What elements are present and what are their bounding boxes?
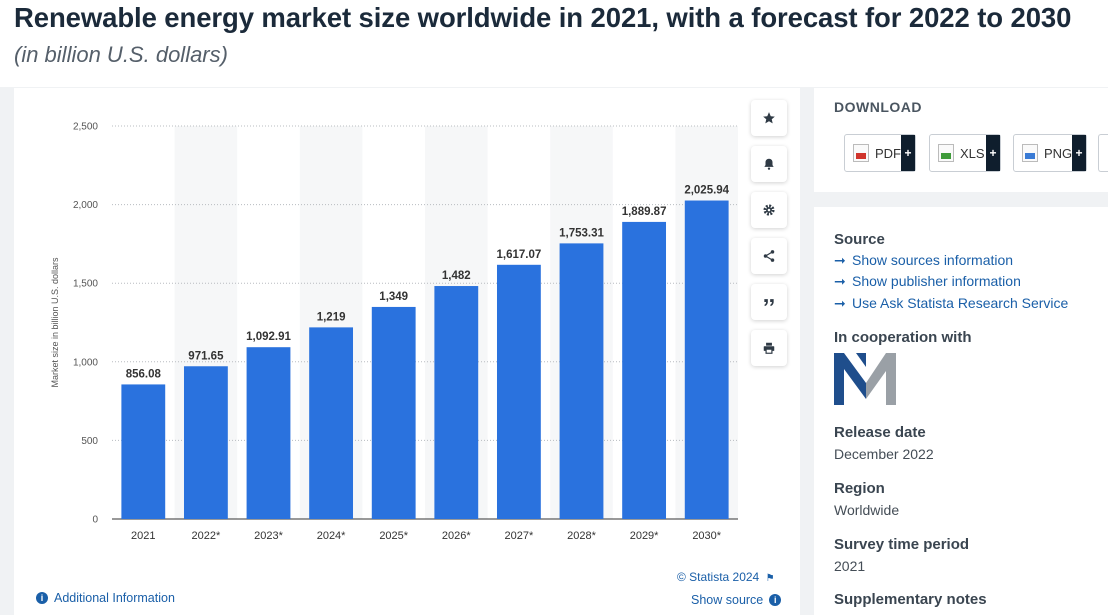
pdf-file-icon [853,144,869,162]
show-publisher-link[interactable]: ➞ Show publisher information [834,273,1021,290]
star-icon [763,112,775,124]
ask-statista-label: Use Ask Statista Research Service [852,295,1069,311]
arrow-right-icon: ➞ [834,252,846,268]
download-png-button[interactable]: PNG + [1013,134,1087,172]
bar-value-label: 1,349 [379,291,408,303]
flag-icon: ⚑ [765,573,775,584]
copyright-text: © Statista 2024 [677,570,760,584]
download-more-button[interactable] [1098,134,1108,172]
x-tick-label: 2024* [317,530,346,542]
y-tick-label: 1,000 [73,357,98,368]
print-button[interactable] [751,330,787,366]
bar-value-label: 1,482 [442,270,471,282]
bar-value-label: 1,219 [317,311,346,323]
info-icon: i [36,592,48,604]
x-tick-label: 2021 [131,530,155,542]
bar-value-label: 1,092.91 [246,331,291,343]
y-axis-label: Market size in billion U.S. dollars [50,257,60,388]
y-tick-label: 1,500 [73,279,98,290]
x-tick-label: 2028* [567,530,596,542]
additional-information-label: Additional Information [54,591,175,605]
bar-value-label: 2,025.94 [684,185,729,197]
y-tick-label: 2,000 [73,200,98,211]
bar[interactable] [371,306,416,519]
x-tick-label: 2027* [505,530,534,542]
notification-button[interactable] [751,146,787,182]
bar-value-label: 1,617.07 [497,249,542,261]
copyright-link[interactable]: © Statista 2024 ⚑ [677,570,775,584]
plus-icon: + [1072,135,1086,171]
share-button[interactable] [751,238,787,274]
png-label: PNG [1044,145,1073,161]
page-subtitle: (in billion U.S. dollars) [14,42,228,67]
chart-panel: 0 500 1,000 1,500 2,000 2,500 Market size in b… [14,88,800,615]
quote-icon [764,299,774,307]
show-source-link[interactable]: Show source i [691,593,782,607]
survey-period-heading: Survey time period [834,536,970,553]
release-date-value: December 2022 [834,446,934,462]
x-tick-label: 2023* [254,530,283,542]
show-publisher-label: Show publisher information [852,273,1021,289]
bar[interactable] [434,286,479,519]
settings-button[interactable] [751,192,787,228]
bar[interactable] [121,384,166,519]
print-icon [763,342,775,354]
x-tick-label: 2025* [379,530,408,542]
download-panel: DOWNLOAD PDF + XLS + PNG + [814,88,1108,192]
plus-icon: + [986,135,1000,171]
arrow-right-icon: ➞ [834,295,846,311]
plus-icon: + [901,135,915,171]
source-heading: Source [834,231,885,248]
page-title: Renewable energy market size worldwide i… [14,2,1072,33]
survey-period-value: 2021 [834,558,866,574]
x-tick-label: 2026* [442,530,471,542]
xls-file-icon [938,144,954,162]
bar-value-label: 1,889.87 [622,206,667,218]
gear-icon [763,204,775,216]
bar[interactable] [559,243,604,519]
share-icon [763,250,775,262]
y-tick-label: 2,500 [73,122,98,133]
info-icon: i [769,594,782,606]
download-title: DOWNLOAD [834,99,922,115]
bar[interactable] [622,221,667,520]
y-tick-label: 500 [81,436,98,447]
arrow-right-icon: ➞ [834,273,846,289]
additional-information-link[interactable]: i Additional Information [36,591,175,605]
bar[interactable] [496,264,541,519]
bar-value-label: 1,753.31 [559,227,604,239]
ask-statista-link[interactable]: ➞ Use Ask Statista Research Service [834,295,1068,312]
download-xls-button[interactable]: XLS + [929,134,1001,172]
info-panel: Source ➞ Show sources information ➞ Show p… [814,207,1108,615]
bar[interactable] [309,327,354,519]
bar-value-label: 971.65 [188,350,224,362]
bar[interactable] [246,347,291,519]
header: Renewable energy market size worldwide i… [0,0,1108,87]
bar-value-label: 856.08 [126,368,162,380]
bell-icon [764,158,774,170]
region-value: Worldwide [834,502,900,518]
release-date-heading: Release date [834,424,926,441]
x-tick-label: 2030* [692,530,721,542]
show-sources-label: Show sources information [852,252,1014,268]
favorite-button[interactable] [751,100,787,136]
x-tick-label: 2029* [630,530,659,542]
bar[interactable] [183,366,228,519]
pdf-label: PDF [875,145,901,161]
cite-button[interactable] [751,284,787,320]
xls-label: XLS [960,145,985,161]
png-file-icon [1022,144,1038,162]
show-source-label: Show source [691,593,764,607]
cooperation-heading: In cooperation with [834,329,972,346]
bar[interactable] [684,200,729,520]
show-sources-link[interactable]: ➞ Show sources information [834,252,1013,269]
download-pdf-button[interactable]: PDF + [844,134,916,172]
partner-logo-icon [834,353,896,405]
y-tick-label: 0 [92,515,98,526]
supplementary-notes-heading: Supplementary notes [834,591,987,608]
region-heading: Region [834,480,885,497]
bar-chart: 0 500 1,000 1,500 2,000 2,500 Market size in b… [50,122,738,542]
x-tick-label: 2022* [192,530,221,542]
